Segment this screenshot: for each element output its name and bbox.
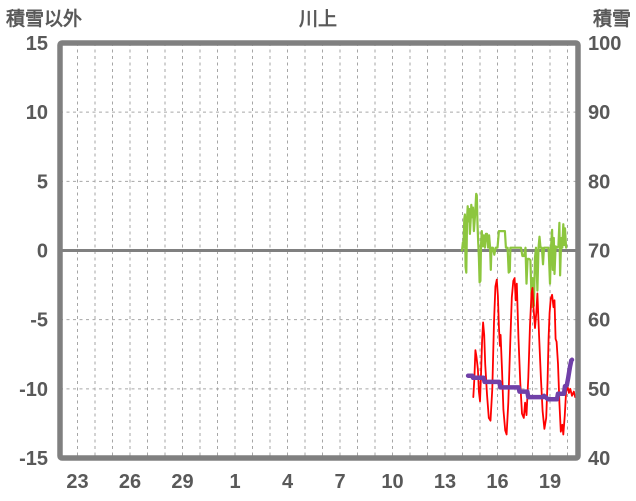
left-axis-tick-label: 10	[26, 102, 48, 124]
x-axis-tick-label: 1	[229, 471, 240, 493]
series-snow-depth-line	[465, 357, 575, 402]
x-axis-tick-label: 16	[486, 471, 508, 493]
x-axis-tick-label: 13	[434, 471, 456, 493]
right-axis-tick-label: 80	[588, 171, 610, 193]
right-axis-tick-label: 70	[588, 241, 610, 263]
series-green-line	[460, 192, 568, 309]
x-axis-tick-label: 4	[282, 471, 294, 493]
x-axis-tick-label: 26	[119, 471, 141, 493]
x-axis-tick-label: 19	[539, 471, 561, 493]
left-axis-title: 積雪以外	[6, 9, 83, 30]
right-axis-tick-label: 60	[588, 310, 610, 332]
right-axis-tick-label: 90	[588, 102, 610, 124]
plot-frame	[57, 40, 581, 461]
x-axis-tick-label: 29	[171, 471, 193, 493]
left-axis-tick-label: 5	[37, 171, 48, 193]
left-axis-tick-label: -10	[19, 379, 48, 401]
x-axis-tick-label: 7	[334, 471, 345, 493]
series-red-line	[472, 277, 577, 436]
x-axis-tick-label: 10	[381, 471, 403, 493]
left-axis-tick-label: 15	[26, 33, 48, 55]
right-axis-tick-label: 50	[588, 379, 610, 401]
right-axis-tick-label: 100	[588, 33, 621, 55]
left-axis-tick-label: -15	[19, 448, 48, 470]
x-axis-tick-label: 23	[66, 471, 88, 493]
left-axis-tick-label: -5	[30, 310, 48, 332]
right-axis-tick-label: 40	[588, 448, 610, 470]
left-axis-tick-label: 0	[37, 241, 48, 263]
right-axis-title: 積雪	[592, 9, 631, 30]
chart-title: 川上	[298, 9, 337, 30]
